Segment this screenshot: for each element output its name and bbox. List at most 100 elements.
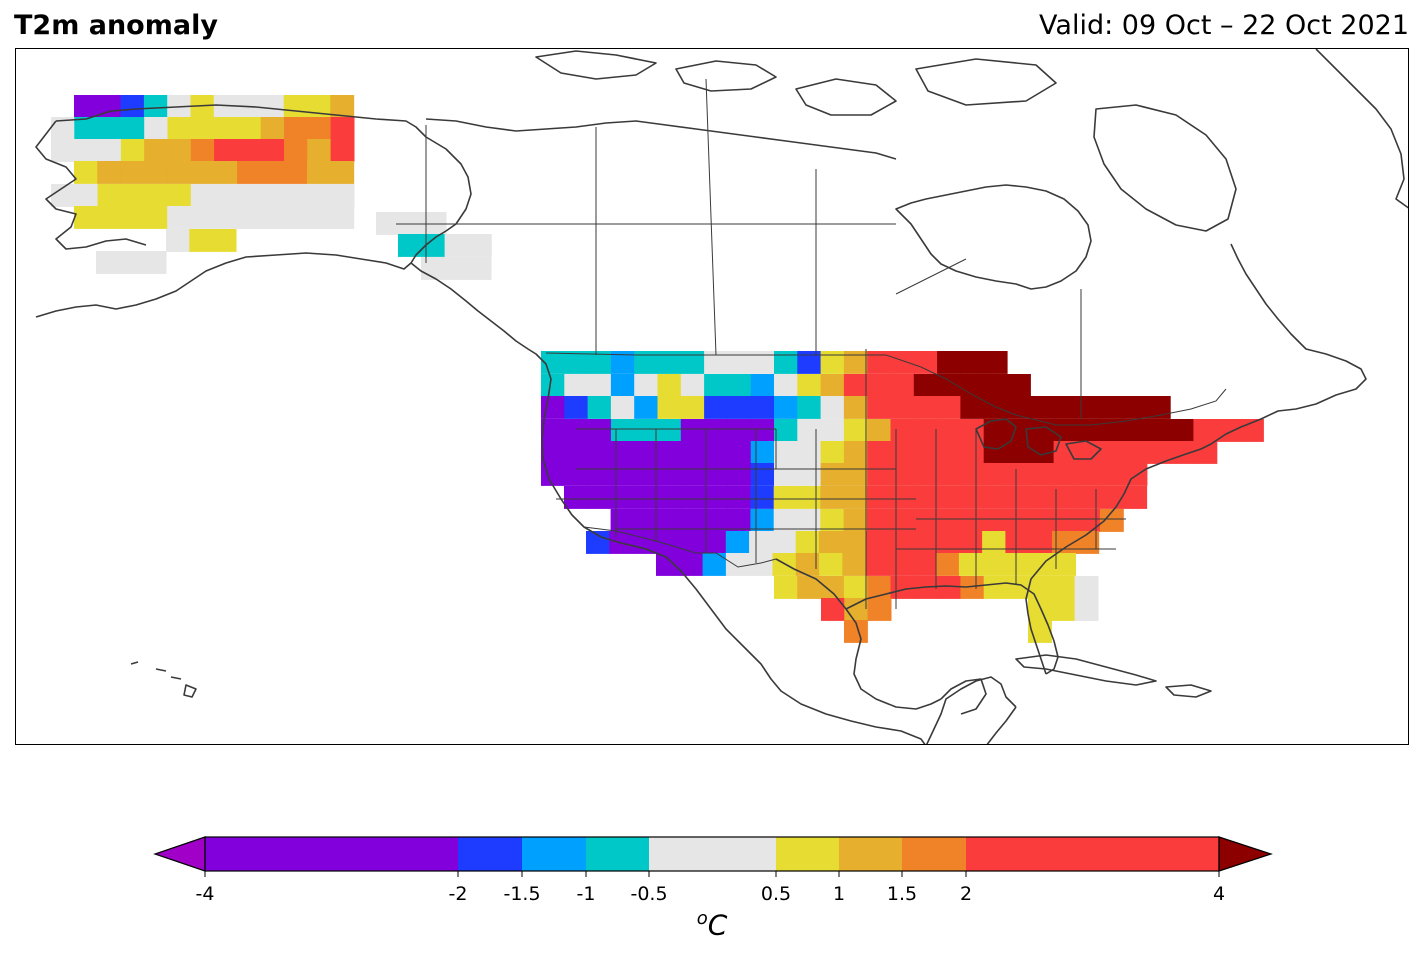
anomaly-cell xyxy=(679,553,704,576)
anomaly-cell xyxy=(190,117,215,140)
anomaly-cell xyxy=(960,441,985,464)
anomaly-cell xyxy=(307,184,332,207)
anomaly-cell xyxy=(657,509,682,532)
anomaly-cell xyxy=(610,374,635,397)
anomaly-cell xyxy=(120,117,145,140)
anomaly-cell xyxy=(330,95,355,118)
anomaly-cell xyxy=(74,206,98,229)
central-america xyxy=(986,706,1017,744)
anomaly-cell xyxy=(1005,531,1030,554)
anomaly-cell xyxy=(704,351,728,374)
bc-coast xyxy=(410,262,926,744)
anomaly-cell xyxy=(213,161,238,184)
anomaly-grid-cells xyxy=(51,95,1264,643)
anomaly-cell xyxy=(888,531,913,554)
anomaly-cell xyxy=(937,374,961,397)
anomaly-cell xyxy=(1053,396,1078,419)
anomaly-cell xyxy=(144,117,169,140)
anomaly-cell xyxy=(937,396,961,419)
anomaly-cell xyxy=(142,251,167,274)
anomaly-cell xyxy=(774,374,798,397)
anomaly-cell xyxy=(702,553,727,576)
anomaly-cell xyxy=(680,374,705,397)
anomaly-cell xyxy=(610,396,635,419)
anomaly-cell xyxy=(1030,419,1055,442)
anomaly-cell xyxy=(702,531,727,554)
colorbar-tick-label: -4 xyxy=(195,883,215,905)
anomaly-cell xyxy=(97,117,122,140)
anomaly-cell xyxy=(797,419,822,442)
anomaly-cell xyxy=(913,441,938,464)
anomaly-cell xyxy=(657,419,682,442)
anomaly-cell xyxy=(657,374,682,397)
anomaly-cell xyxy=(890,374,915,397)
anomaly-cell xyxy=(564,374,589,397)
colorbar-tick-label: 0.5 xyxy=(760,883,792,905)
arctic-island-1 xyxy=(535,50,657,80)
anomaly-cell xyxy=(1028,598,1052,621)
anomaly-cell xyxy=(120,95,145,118)
anomaly-cell xyxy=(444,257,469,280)
anomaly-cell xyxy=(541,374,565,397)
anomaly-cell xyxy=(167,206,192,229)
anomaly-cell xyxy=(843,509,868,532)
anomaly-cell xyxy=(1030,509,1054,532)
anomaly-cell xyxy=(190,139,215,162)
canada-province-lines xyxy=(396,78,1082,419)
anomaly-cell xyxy=(330,184,355,207)
anomaly-cell xyxy=(913,463,938,486)
anomaly-map xyxy=(35,49,1408,744)
anomaly-cell xyxy=(960,351,985,374)
anomaly-cell xyxy=(1076,441,1101,464)
anomaly-cell xyxy=(983,374,1008,397)
anomaly-cell xyxy=(750,441,775,464)
anomaly-cell xyxy=(260,139,285,162)
colorbar-bin xyxy=(205,837,458,871)
anomaly-cell xyxy=(564,486,588,509)
anomaly-cell xyxy=(467,234,492,257)
anomaly-cell xyxy=(51,184,75,207)
anomaly-cell xyxy=(865,531,890,554)
anomaly-cell xyxy=(422,212,447,235)
anomaly-cell xyxy=(284,184,308,207)
anomaly-cell xyxy=(680,486,705,509)
anomaly-cell xyxy=(749,531,773,554)
unit-letter: C xyxy=(707,908,728,942)
anomaly-cell xyxy=(843,441,868,464)
anomaly-cell xyxy=(819,531,843,554)
anomaly-cell xyxy=(704,374,728,397)
anomaly-cell xyxy=(866,509,891,532)
anomaly-cell xyxy=(51,117,75,140)
anomaly-cell xyxy=(213,95,238,118)
anomaly-cell xyxy=(843,374,868,397)
anomaly-cell xyxy=(1030,396,1055,419)
anomaly-cell xyxy=(842,553,867,576)
anomaly-cell xyxy=(983,351,1008,374)
gulf-coast xyxy=(926,676,1017,744)
anomaly-cell xyxy=(774,576,798,599)
anomaly-cell xyxy=(1123,486,1148,509)
anomaly-cell xyxy=(657,351,682,374)
anomaly-cell xyxy=(564,419,589,442)
anomaly-cell xyxy=(587,486,612,509)
anomaly-cell xyxy=(120,206,145,229)
anomaly-cell xyxy=(843,351,868,374)
anomaly-cell xyxy=(960,463,985,486)
anomaly-cell xyxy=(634,351,659,374)
anomaly-cell xyxy=(1099,509,1124,532)
anomaly-cell xyxy=(983,509,1008,532)
greenland-coast xyxy=(1315,49,1408,209)
anomaly-cell xyxy=(913,374,938,397)
anomaly-cell xyxy=(657,396,682,419)
anomaly-cell xyxy=(937,441,961,464)
anomaly-cell xyxy=(1028,531,1053,554)
anomaly-cell xyxy=(774,419,798,442)
anomaly-cell xyxy=(190,161,215,184)
coastlines xyxy=(35,49,1408,744)
anomaly-cell xyxy=(1053,486,1078,509)
anomaly-cell xyxy=(237,161,261,184)
anomaly-cell xyxy=(214,139,238,162)
anomaly-cell xyxy=(120,139,145,162)
anomaly-cell xyxy=(399,212,424,235)
anomaly-cell xyxy=(260,184,285,207)
